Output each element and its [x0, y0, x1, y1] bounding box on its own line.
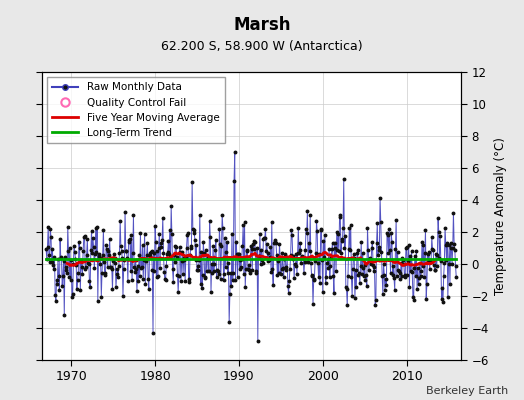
Text: 62.200 S, 58.900 W (Antarctica): 62.200 S, 58.900 W (Antarctica) — [161, 40, 363, 53]
Y-axis label: Temperature Anomaly (°C): Temperature Anomaly (°C) — [495, 137, 507, 295]
Legend: Raw Monthly Data, Quality Control Fail, Five Year Moving Average, Long-Term Tren: Raw Monthly Data, Quality Control Fail, … — [47, 77, 225, 143]
Text: Berkeley Earth: Berkeley Earth — [426, 386, 508, 396]
Text: Marsh: Marsh — [233, 16, 291, 34]
